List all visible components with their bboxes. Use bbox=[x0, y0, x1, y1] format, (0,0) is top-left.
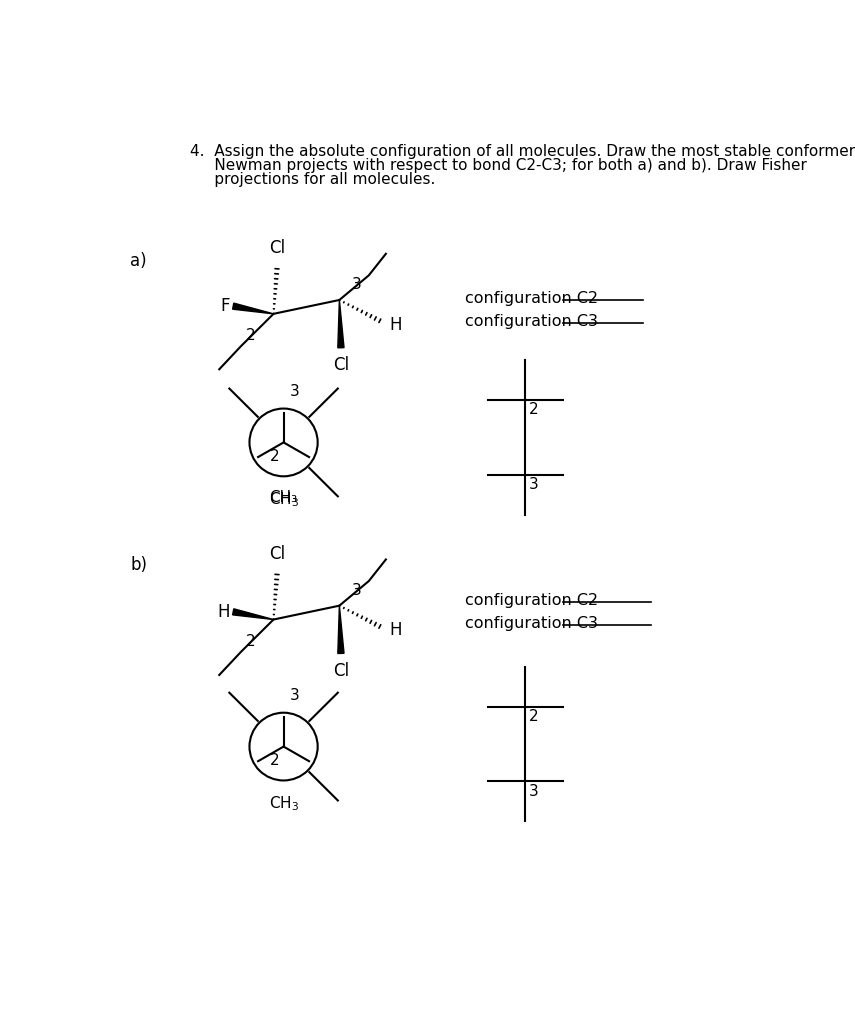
Text: 3: 3 bbox=[290, 688, 299, 703]
Text: Cl: Cl bbox=[333, 356, 349, 374]
Text: 2: 2 bbox=[270, 449, 280, 464]
Text: configuration C3: configuration C3 bbox=[465, 615, 598, 631]
Polygon shape bbox=[338, 605, 344, 653]
Text: 3: 3 bbox=[528, 783, 539, 799]
Text: H: H bbox=[390, 622, 402, 639]
Text: Cl: Cl bbox=[269, 545, 286, 562]
Text: 3: 3 bbox=[351, 278, 362, 292]
Text: 2: 2 bbox=[245, 634, 255, 648]
Polygon shape bbox=[338, 300, 344, 348]
Text: CH$_3$: CH$_3$ bbox=[268, 795, 298, 813]
Text: 2: 2 bbox=[528, 709, 538, 724]
Text: 2: 2 bbox=[528, 402, 538, 418]
Text: CH₃: CH₃ bbox=[269, 490, 298, 505]
Text: projections for all molecules.: projections for all molecules. bbox=[190, 172, 435, 187]
Polygon shape bbox=[233, 303, 274, 313]
Text: Newman projects with respect to bond C2-C3; for both a) and b). Draw Fisher: Newman projects with respect to bond C2-… bbox=[190, 159, 806, 173]
Text: 3: 3 bbox=[528, 477, 539, 493]
Text: configuration C2: configuration C2 bbox=[465, 593, 598, 607]
Polygon shape bbox=[233, 609, 274, 620]
Text: configuration C2: configuration C2 bbox=[465, 291, 598, 306]
Text: 3: 3 bbox=[351, 583, 362, 598]
Text: 2: 2 bbox=[245, 328, 255, 343]
Text: a): a) bbox=[130, 252, 147, 270]
Text: H: H bbox=[218, 603, 230, 621]
Text: Cl: Cl bbox=[333, 662, 349, 680]
Text: CH$_3$: CH$_3$ bbox=[268, 490, 298, 509]
Text: configuration C3: configuration C3 bbox=[465, 313, 598, 329]
Text: Cl: Cl bbox=[269, 239, 286, 257]
Text: H: H bbox=[390, 315, 402, 334]
Text: F: F bbox=[221, 297, 230, 315]
Text: 2: 2 bbox=[270, 753, 280, 768]
Text: 4.  Assign the absolute configuration of all molecules. Draw the most stable con: 4. Assign the absolute configuration of … bbox=[190, 144, 855, 160]
Text: b): b) bbox=[130, 556, 147, 573]
Text: 3: 3 bbox=[290, 384, 299, 399]
